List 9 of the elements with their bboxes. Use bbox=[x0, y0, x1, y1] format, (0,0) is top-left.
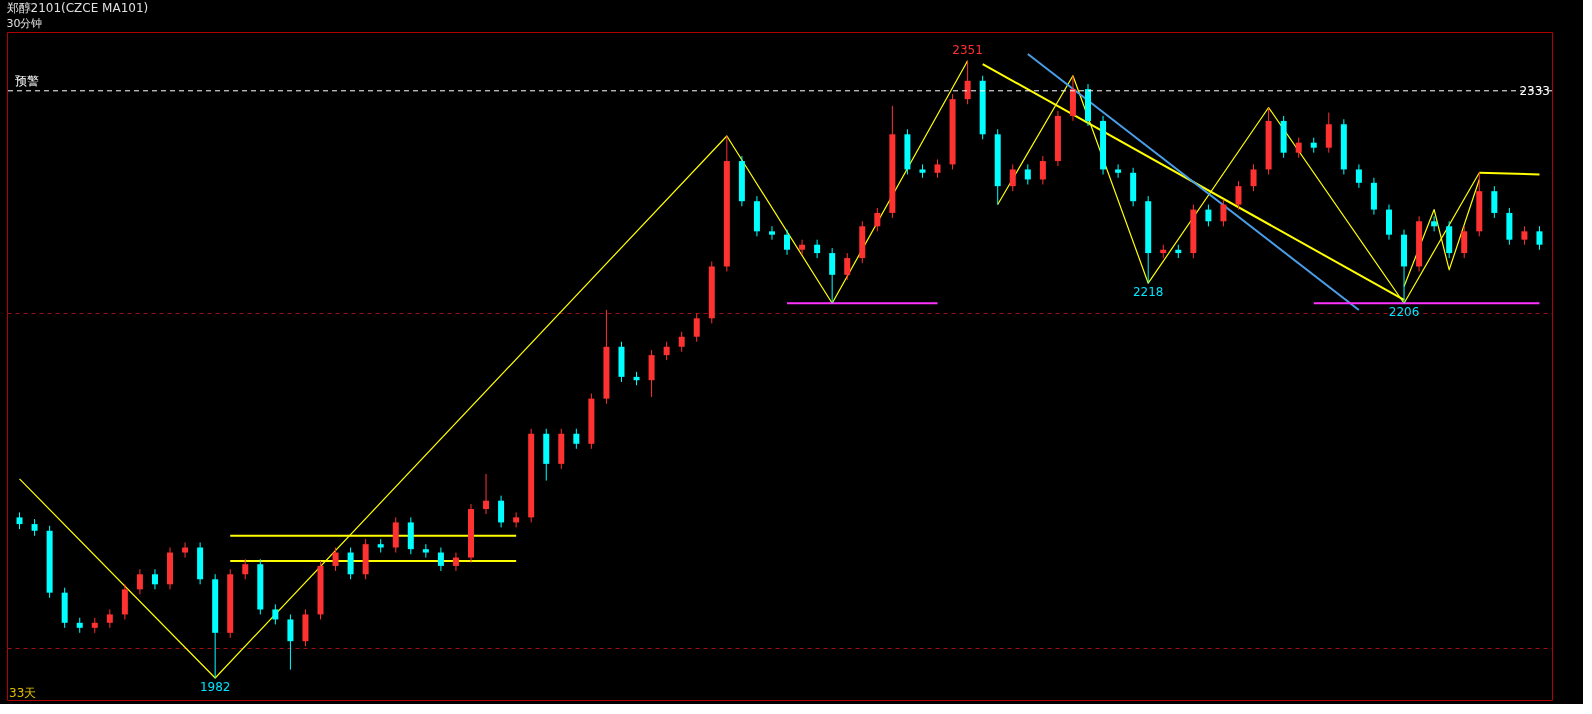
chart-subtitle: 30分钟 bbox=[6, 17, 43, 30]
annotation: 2351 bbox=[952, 42, 983, 57]
annotation: 1982 bbox=[199, 680, 231, 694]
annotation: 2333 bbox=[1519, 83, 1550, 98]
ref-line-label: 预警 bbox=[15, 73, 39, 88]
annotation: 2206 bbox=[1388, 305, 1420, 320]
chart-title: 郑醇2101(CZCE MA101) bbox=[6, 1, 149, 15]
annotation: 2218 bbox=[1132, 285, 1164, 300]
text: 33天 bbox=[9, 686, 37, 700]
